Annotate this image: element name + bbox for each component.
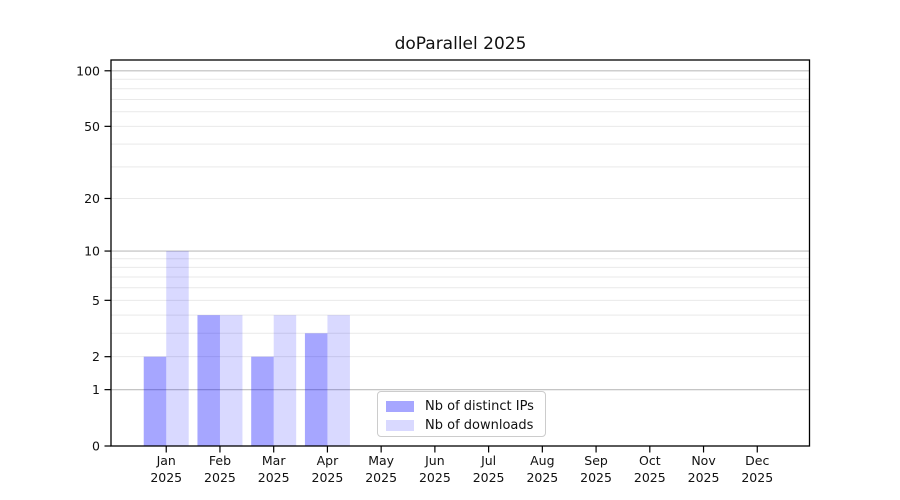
legend-label-distinct-ips: Nb of distinct IPs	[425, 398, 534, 414]
x-tick-label-month: Jun	[424, 453, 445, 468]
bar-downloads	[166, 251, 189, 446]
x-tick-label-month: May	[368, 453, 394, 468]
x-tick-label-year: 2025	[312, 470, 344, 485]
legend-swatch-distinct-ips	[386, 400, 414, 412]
x-tick-label-month: Jan	[156, 453, 176, 468]
x-tick-label-year: 2025	[258, 470, 290, 485]
plot-border	[110, 59, 811, 447]
legend-entry-distinct-ips: Nb of distinct IPs	[386, 397, 537, 415]
x-tick-label-year: 2025	[365, 470, 397, 485]
legend: Nb of distinct IPs Nb of downloads	[377, 391, 546, 437]
y-tick-label: 2	[92, 349, 100, 364]
chart-title: doParallel 2025	[394, 34, 527, 54]
legend-label-downloads: Nb of downloads	[425, 417, 534, 433]
y-tick-label: 100	[76, 63, 100, 78]
bar-distinct-ips	[304, 333, 328, 446]
x-tick-label-month: Dec	[745, 453, 769, 468]
x-tick-label-year: 2025	[204, 470, 236, 485]
y-tick-label: 0	[92, 439, 100, 454]
bar-distinct-ips	[251, 356, 274, 446]
legend-swatch-downloads	[386, 419, 414, 431]
x-tick-label-month: Sep	[584, 453, 608, 468]
bar-downloads	[219, 315, 243, 446]
x-tick-label-year: 2025	[419, 470, 451, 485]
bar-downloads	[273, 315, 297, 446]
bar-distinct-ips	[143, 356, 167, 446]
y-tick-label: 20	[84, 191, 100, 206]
x-tick-label-year: 2025	[526, 470, 558, 485]
x-tick-label-month: Nov	[691, 453, 716, 468]
x-tick-label-year: 2025	[473, 470, 505, 485]
x-tick-label-year: 2025	[688, 470, 720, 485]
y-tick-label: 1	[92, 382, 100, 397]
y-tick-label: 10	[84, 244, 100, 259]
x-tick-label-month: Mar	[262, 453, 286, 468]
legend-entry-downloads: Nb of downloads	[386, 416, 537, 434]
bar-distinct-ips	[197, 315, 220, 446]
x-tick-label-month: Aug	[530, 453, 554, 468]
x-tick-label-year: 2025	[634, 470, 666, 485]
bar-downloads	[327, 315, 350, 446]
x-tick-label-month: Apr	[317, 453, 339, 468]
y-tick-label: 50	[84, 119, 100, 134]
x-tick-label-month: Feb	[209, 453, 231, 468]
x-tick-label-year: 2025	[741, 470, 773, 485]
x-tick-label-month: Oct	[639, 453, 661, 468]
x-tick-label-month: Jul	[480, 453, 496, 468]
x-tick-label-year: 2025	[580, 470, 612, 485]
y-tick-label: 5	[92, 293, 100, 308]
x-tick-label-year: 2025	[150, 470, 182, 485]
